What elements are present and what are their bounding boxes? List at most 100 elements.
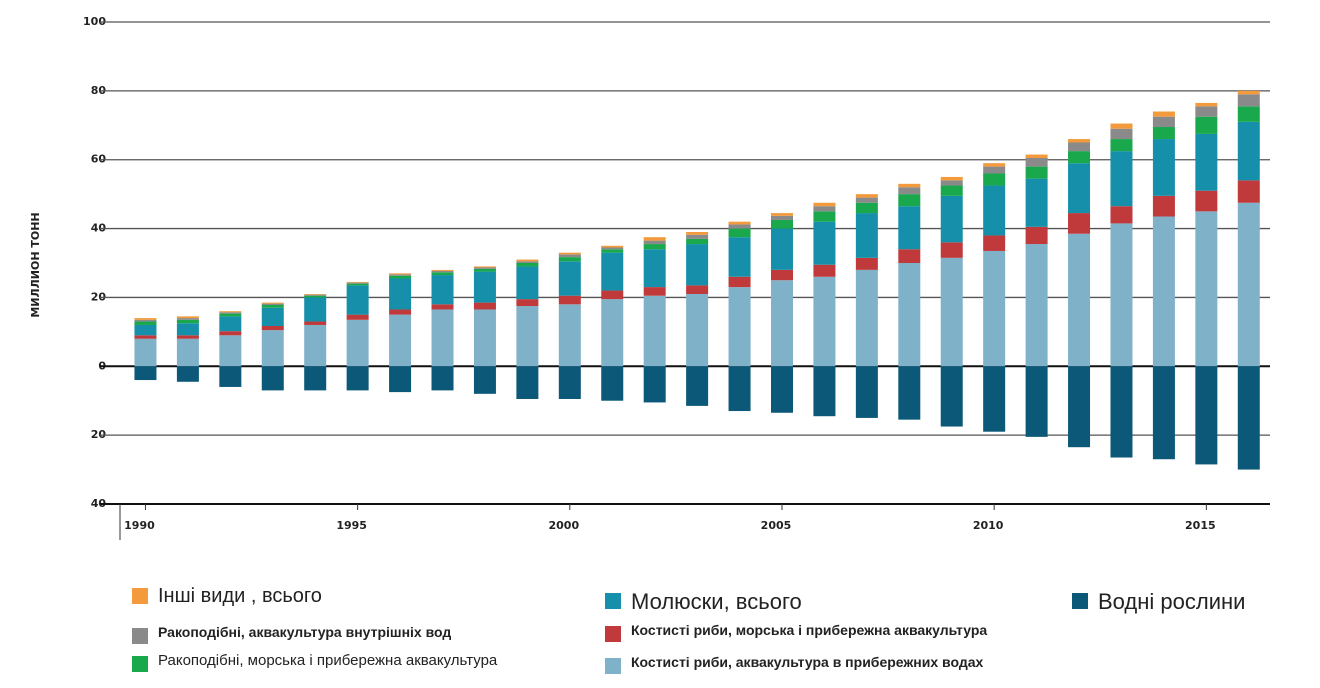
bar-segment <box>1195 211 1218 367</box>
bar-segment <box>1237 180 1260 203</box>
bar-segment <box>346 283 369 286</box>
bar-segment <box>813 221 836 265</box>
bar-segment <box>346 282 369 284</box>
bar-segment <box>261 330 284 367</box>
bar-segment <box>431 304 454 310</box>
bar-segment <box>898 187 921 195</box>
bar-segment <box>983 163 1006 167</box>
y-tick-label: 40 <box>91 222 107 235</box>
bar-segment <box>813 211 836 222</box>
bar-segment <box>898 183 921 188</box>
bar-segment <box>855 197 878 203</box>
bar-segment <box>1110 139 1133 152</box>
bar-segment <box>770 213 793 216</box>
bar-segment <box>898 249 921 263</box>
bar-segment <box>1195 116 1218 134</box>
bar-segment <box>558 257 581 262</box>
bar-segment <box>940 176 963 181</box>
bar-segment <box>1110 366 1133 458</box>
bar-segment <box>261 366 284 391</box>
bar-segment <box>686 232 709 235</box>
bar-segment <box>1025 178 1048 227</box>
bar-segment <box>1152 111 1175 117</box>
bar-segment <box>643 244 666 250</box>
bar-segment <box>473 268 496 272</box>
bar-segment <box>770 219 793 229</box>
bar-segment <box>558 295 581 305</box>
bar-segment <box>219 311 242 313</box>
legend-label: Молюски, всього <box>631 589 802 614</box>
legend-label: Інші види , всього <box>158 585 322 607</box>
bar-segment <box>855 202 878 214</box>
bar-segment <box>1237 202 1260 367</box>
bar-segment <box>898 366 921 420</box>
bar-segment <box>219 335 242 367</box>
bar-segment <box>601 299 624 367</box>
legend-item: Молюски, всього <box>605 589 1005 615</box>
bar-segment <box>261 305 284 308</box>
bar-segment <box>134 321 157 325</box>
x-tick-label: 2010 <box>973 519 1004 532</box>
bar-segment <box>389 273 412 275</box>
legend-swatch <box>132 588 148 604</box>
bar-segment <box>516 366 539 399</box>
bar-segment <box>813 206 836 212</box>
bar-segment <box>898 206 921 250</box>
bar-segment <box>1195 190 1218 212</box>
bar-segment <box>686 293 709 367</box>
bar-segment <box>1068 151 1091 164</box>
legend-label: Водні рослини <box>1098 589 1246 614</box>
bar-segment <box>134 324 157 336</box>
y-tick-label: 100 <box>83 15 106 28</box>
bar-segment <box>686 234 709 239</box>
bar-segment <box>176 335 199 339</box>
bar-segment <box>219 312 242 314</box>
bar-segment <box>940 195 963 243</box>
bar-segment <box>431 275 454 305</box>
bar-segment <box>643 287 666 296</box>
bar-segment <box>983 173 1006 186</box>
bar-segment <box>983 185 1006 236</box>
y-tick-label: 60 <box>91 153 107 166</box>
bar-segment <box>134 319 157 322</box>
bar-segment <box>601 247 624 250</box>
bar-segment <box>261 303 284 306</box>
bar-segment <box>1237 106 1260 122</box>
bar-segment <box>770 280 793 367</box>
bar-segment <box>1025 154 1048 158</box>
bar-segment <box>983 250 1006 367</box>
bar-segment <box>1025 244 1048 367</box>
bar-segment <box>304 295 327 298</box>
bar-segment <box>473 271 496 303</box>
bar-segment <box>1152 195 1175 217</box>
legend-swatch <box>605 658 621 674</box>
bar-segment <box>516 306 539 367</box>
bar-segment <box>304 324 327 367</box>
bar-segment <box>1068 233 1091 367</box>
legend-label: Ракоподібні, аквакультура внутрішніх вод <box>158 624 452 640</box>
bar-segment <box>558 366 581 399</box>
bar-segment <box>219 313 242 317</box>
x-tick-label: 2000 <box>549 519 580 532</box>
bar-segment <box>770 269 793 281</box>
bar-segment <box>1110 151 1133 207</box>
bar-segment <box>1237 90 1260 95</box>
bar-segment <box>686 244 709 286</box>
bar-segment <box>728 276 751 288</box>
bar-segment <box>940 242 963 258</box>
bar-segment <box>983 166 1006 174</box>
bar-segment <box>431 272 454 276</box>
bar-segment <box>601 252 624 291</box>
bar-segment <box>1152 116 1175 128</box>
bar-segment <box>134 366 157 381</box>
bar-segment <box>686 285 709 294</box>
bar-segment <box>516 259 539 262</box>
x-tick-label: 2015 <box>1185 519 1216 532</box>
bar-segment <box>601 290 624 300</box>
bar-segment <box>855 194 878 198</box>
legend-label: Костисті риби, морська і прибережна аква… <box>631 622 988 638</box>
bar-segment <box>1152 127 1175 140</box>
bar-segment <box>219 366 242 387</box>
bar-segment <box>176 316 199 319</box>
bar-segment <box>219 331 242 336</box>
